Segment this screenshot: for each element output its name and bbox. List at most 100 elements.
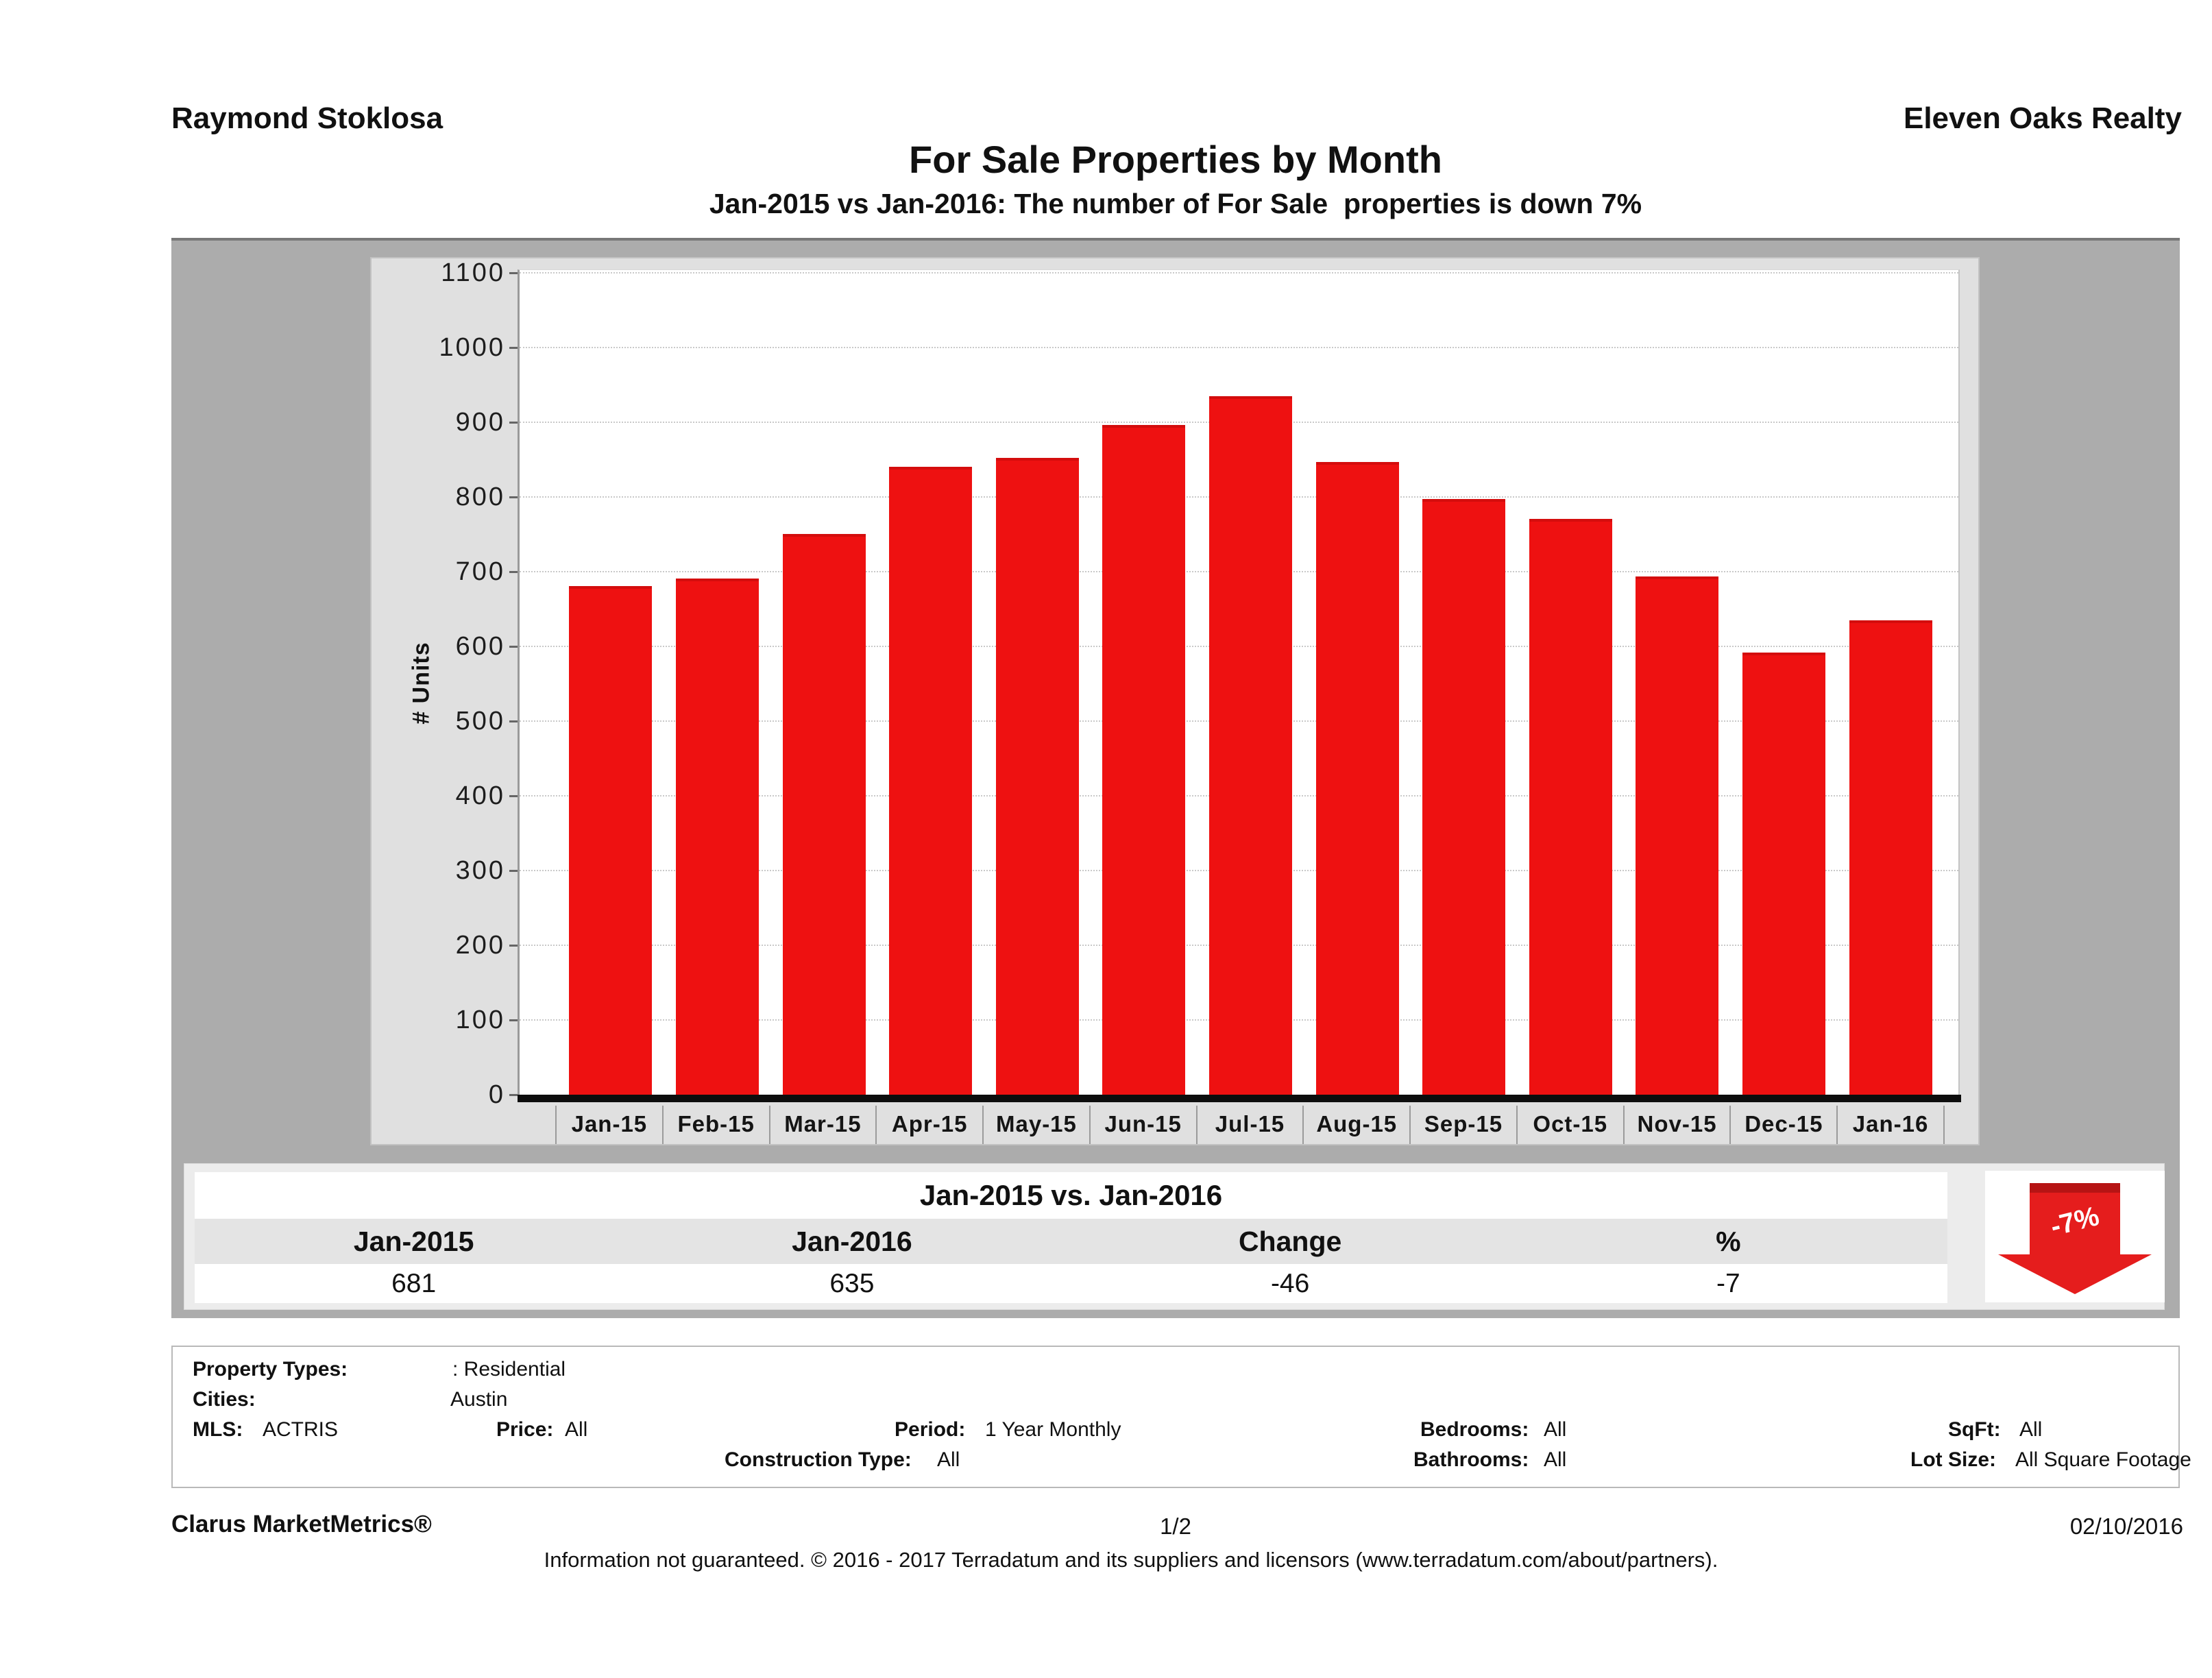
bar-May-15 <box>995 458 1079 1095</box>
x-axis-label-Feb-15: Feb-15 <box>661 1106 769 1144</box>
x-axis-label-Jun-15: Jun-15 <box>1089 1106 1196 1144</box>
bar-Feb-15 <box>675 579 759 1095</box>
x-axis-label-Oct-15: Oct-15 <box>1516 1106 1623 1144</box>
x-axis-label-Apr-15: Apr-15 <box>875 1106 982 1144</box>
bar-Dec-15 <box>1742 653 1825 1095</box>
y-tick-label: 300 <box>455 856 505 885</box>
bar-slot <box>1731 273 1838 1095</box>
y-tick-label: 800 <box>455 483 505 511</box>
bar-slot <box>1517 273 1624 1095</box>
x-axis-label-Sep-15: Sep-15 <box>1409 1106 1516 1144</box>
bar-slot <box>664 273 771 1095</box>
mls-label: MLS: <box>193 1418 243 1441</box>
y-tick-mark <box>509 422 518 424</box>
bar-Oct-15 <box>1529 519 1612 1095</box>
x-axis-label-Aug-15: Aug-15 <box>1302 1106 1409 1144</box>
sqft-label: SqFt: <box>1948 1418 2001 1441</box>
chart-panel: # Units 0 100 200 300 400 500 600 700 800 900 1000… <box>370 257 1980 1145</box>
bar-slot <box>1837 273 1944 1095</box>
bar-slot <box>557 273 664 1095</box>
down-arrow-icon <box>2030 1183 2120 1254</box>
summary-panel: Jan-2015 vs. Jan-2016 Jan-2015 Jan-2016 … <box>184 1163 2165 1310</box>
bar-slot <box>1304 273 1411 1095</box>
summary-value-jan-2016: 635 <box>829 1269 875 1298</box>
y-tick-label: 500 <box>455 707 505 735</box>
summary-table-title: Jan-2015 vs. Jan-2016 <box>195 1172 1947 1219</box>
x-axis-labels: Jan-15 Feb-15 Mar-15 Apr-15 May-15 Jun-15 Jul-… <box>555 1106 1945 1144</box>
bathrooms-value: All <box>1544 1448 1567 1471</box>
bar-Jun-15 <box>1102 425 1186 1095</box>
y-tick-label: 1100 <box>441 258 505 287</box>
x-axis-label-Jan-16: Jan-16 <box>1836 1106 1943 1144</box>
filters-box: Property Types: : Residential Cities: Au… <box>171 1346 2191 1488</box>
bar-slot <box>1624 273 1731 1095</box>
cities-label: Cities: <box>193 1388 256 1411</box>
y-tick-mark <box>509 272 518 274</box>
bedrooms-value: All <box>1544 1418 1567 1441</box>
bar-slot <box>1091 273 1198 1095</box>
bedrooms-label: Bedrooms: <box>1420 1418 1529 1441</box>
y-tick-label: 1000 <box>439 333 505 362</box>
report-title: For Sale Properties by Month <box>909 138 1442 181</box>
construction-type-value: All <box>937 1448 960 1471</box>
bar-slot <box>984 273 1091 1095</box>
bar-series <box>557 273 1944 1095</box>
y-tick-mark <box>509 496 518 498</box>
y-tick-label: 400 <box>455 781 505 810</box>
x-axis-label-Jan-15: Jan-15 <box>555 1106 662 1144</box>
summary-value-percent: -7 <box>1716 1269 1740 1298</box>
y-tick-mark <box>509 1094 518 1096</box>
bar-Nov-15 <box>1636 576 1719 1095</box>
summary-header-jan-2015: Jan-2015 <box>353 1226 474 1257</box>
mls-value: ACTRIS <box>263 1418 339 1441</box>
period-label: Period: <box>895 1418 966 1441</box>
y-tick-mark <box>509 795 518 797</box>
bathrooms-label: Bathrooms: <box>1413 1448 1529 1471</box>
y-tick-label: 700 <box>455 557 505 586</box>
y-tick-mark <box>509 720 518 722</box>
footer-disclaimer: Information not guaranteed. © 2016 - 201… <box>544 1548 1718 1572</box>
x-axis-label-Nov-15: Nov-15 <box>1622 1106 1730 1144</box>
y-tick-mark <box>509 1019 518 1021</box>
property-types-value: : Residential <box>452 1358 566 1381</box>
report-subtitle: Jan-2015 vs Jan-2016: The number of For … <box>709 188 1642 219</box>
bar-Aug-15 <box>1315 462 1399 1095</box>
property-types-label: Property Types: <box>193 1358 348 1381</box>
down-arrow-head-icon <box>1998 1254 2152 1294</box>
x-axis-label-May-15: May-15 <box>982 1106 1089 1144</box>
lot-size-value: All Square Footage <box>2015 1448 2191 1471</box>
price-value: All <box>565 1418 588 1441</box>
y-tick-label: 900 <box>455 408 505 437</box>
period-value: 1 Year Monthly <box>985 1418 1121 1441</box>
summary-header-percent: % <box>1716 1226 1741 1257</box>
summary-header-jan-2016: Jan-2016 <box>792 1226 912 1257</box>
gridline <box>520 347 1958 348</box>
x-axis-label-Mar-15: Mar-15 <box>768 1106 876 1144</box>
y-tick-label: 200 <box>455 931 505 960</box>
sqft-value: All <box>2019 1418 2043 1441</box>
lot-size-label: Lot Size: <box>1910 1448 1996 1471</box>
y-tick-mark <box>509 646 518 648</box>
trend-arrow-box: -7% <box>1985 1171 2165 1302</box>
y-tick-label: 100 <box>455 1006 505 1034</box>
y-tick-mark <box>509 870 518 872</box>
summary-table-value-row: 681 635 -46 -7 <box>195 1264 1947 1303</box>
summary-value-jan-2015: 681 <box>391 1269 437 1298</box>
cities-value: Austin <box>450 1388 508 1411</box>
summary-table: Jan-2015 vs. Jan-2016 Jan-2015 Jan-2016 … <box>195 1172 1947 1303</box>
footer-brand: Clarus MarketMetrics® <box>171 1511 432 1537</box>
bar-slot <box>770 273 877 1095</box>
y-tick-mark <box>509 945 518 947</box>
x-axis-line <box>518 1095 1961 1102</box>
footer-date: 02/10/2016 <box>2069 1513 2183 1539</box>
chart-container: # Units 0 100 200 300 400 500 600 700 800 900 1000… <box>171 238 2180 1318</box>
bar-Mar-15 <box>782 534 866 1095</box>
construction-type-label: Construction Type: <box>725 1448 912 1471</box>
price-label: Price: <box>496 1418 554 1441</box>
bar-Sep-15 <box>1422 499 1506 1095</box>
summary-header-change: Change <box>1238 1226 1342 1257</box>
x-axis-label-Jul-15: Jul-15 <box>1195 1106 1303 1144</box>
summary-value-change: -46 <box>1270 1269 1310 1298</box>
bar-Jul-15 <box>1208 396 1292 1095</box>
bar-Apr-15 <box>889 467 973 1095</box>
